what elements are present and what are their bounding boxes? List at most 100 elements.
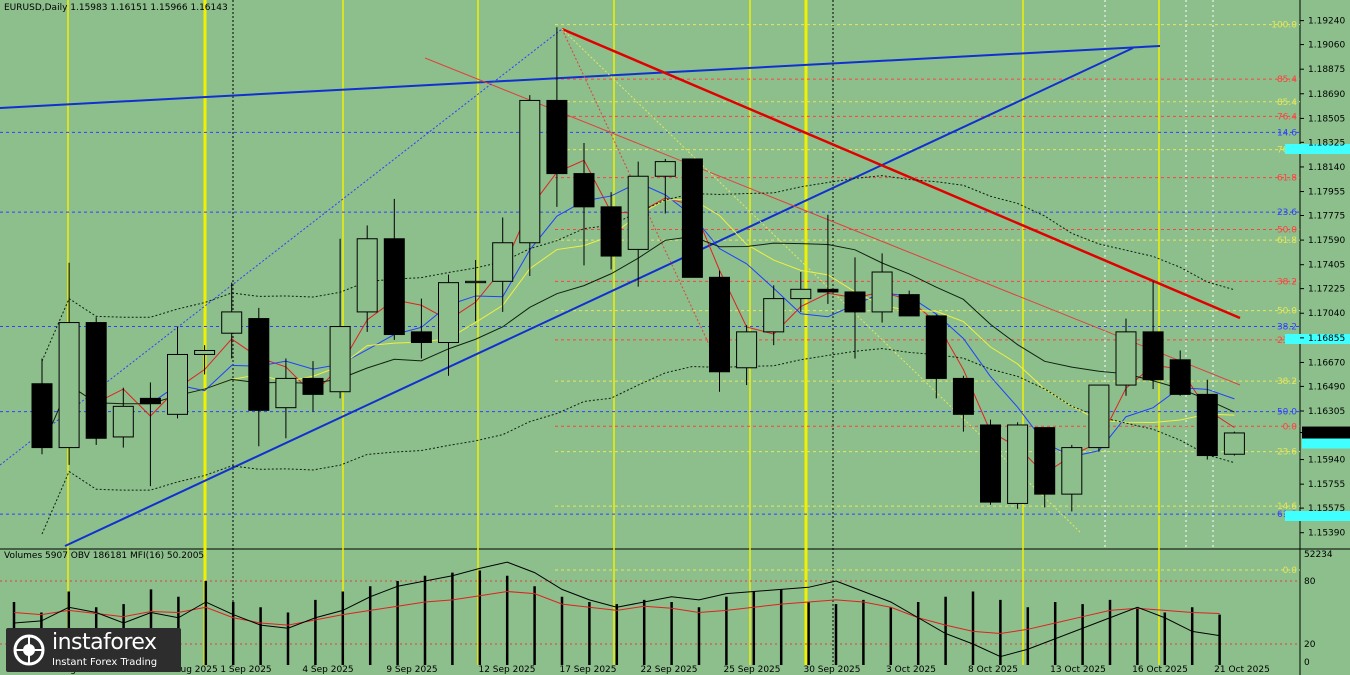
- date-label: 25 Sep 2025: [723, 665, 780, 675]
- price-tick-label: 1.18505: [1308, 114, 1345, 124]
- date-label: 9 Sep 2025: [386, 665, 437, 675]
- price-tick-label: 1.16670: [1308, 358, 1345, 368]
- cyan-marker-current: [1302, 438, 1350, 449]
- candle-bear: [1196, 393, 1218, 457]
- date-label: 3 Oct 2025: [886, 665, 936, 675]
- candle-bear: [980, 424, 1001, 503]
- price-tick-label: 1.15390: [1308, 529, 1345, 539]
- candle-bear: [925, 315, 947, 379]
- price-tick-label: 1.19240: [1308, 17, 1345, 27]
- candle-bull: [1223, 432, 1245, 455]
- price-tick-label: 1.17405: [1308, 261, 1345, 271]
- fib-level-label: 100.0: [1271, 21, 1297, 31]
- current-price-label: 1.16143: [1306, 429, 1343, 439]
- fib-level-label: 50.0: [1277, 307, 1297, 317]
- candle-bear: [410, 331, 432, 344]
- candle-bear: [1034, 427, 1056, 495]
- candle-bear: [546, 99, 568, 175]
- candle-bear: [709, 276, 730, 373]
- candle-bear: [600, 206, 622, 257]
- price-tick-label: 1.15755: [1308, 480, 1345, 490]
- fib-base-blue: [0, 28, 563, 466]
- candle-bull: [790, 288, 812, 300]
- price-tick-label: 1.17955: [1308, 188, 1345, 198]
- date-label: 1 Sep 2025: [220, 665, 271, 675]
- candle-bull: [1007, 424, 1029, 504]
- fib-level-label: 0.0: [1283, 422, 1298, 432]
- logo-name: instaforex: [52, 630, 157, 655]
- fib-level-label: 50.0: [1277, 225, 1297, 235]
- price-tick-label: 1.17590: [1308, 236, 1345, 246]
- fib-level-label: 61.8: [1277, 236, 1297, 246]
- trendline-blue-top: [0, 45, 1161, 109]
- candle-bear: [898, 294, 920, 317]
- price-tick-label: 1.16855: [1308, 334, 1345, 344]
- candle-bull: [438, 282, 459, 344]
- candle-bull: [1088, 384, 1110, 449]
- candle-bear: [573, 173, 595, 208]
- chart-header: EURUSD,Daily 1.15983 1.16151 1.15966 1.1…: [4, 3, 228, 13]
- candle-bear: [248, 318, 270, 411]
- fib-level-label: 23.6: [1277, 448, 1297, 458]
- fib-level-label: 76.4: [1277, 112, 1297, 122]
- date-label: Aug 2025: [174, 665, 217, 675]
- globe-icon: [13, 634, 45, 666]
- price-tick-label: 1.17775: [1308, 211, 1345, 221]
- candle-bull: [275, 377, 297, 409]
- candle-bull: [221, 311, 243, 334]
- obv-line: [13, 561, 1220, 658]
- candle-bull: [519, 99, 541, 244]
- candle-bull: [329, 326, 351, 393]
- price-tick-label: 1.16305: [1308, 407, 1345, 417]
- trendline-red: [561, 27, 1241, 320]
- cyan-marker-bottom: [1285, 511, 1350, 521]
- fib-level-label: 14.6: [1277, 502, 1297, 512]
- candle-bear: [139, 397, 161, 405]
- cyan-marker-top: [1285, 144, 1350, 154]
- fib-level-label: 38.2: [1277, 323, 1297, 333]
- candle-bull: [492, 242, 514, 282]
- mfi-line: [13, 590, 1220, 635]
- candle-bear: [31, 383, 53, 449]
- price-tick-label: 1.18140: [1308, 163, 1345, 173]
- candle-bull: [627, 175, 649, 250]
- date-label: 22 Sep 2025: [640, 665, 697, 675]
- current-price-box: [1302, 426, 1350, 439]
- candle-bull: [654, 161, 676, 177]
- date-label: 12 Sep 2025: [478, 665, 535, 675]
- candle-bear: [1142, 331, 1164, 381]
- indicator-header: Volumes 5907 OBV 186181 MFI(16) 50.2005: [4, 551, 204, 561]
- candle-bear: [85, 322, 107, 439]
- band-lower: [41, 348, 1235, 535]
- candle-bear: [952, 377, 974, 415]
- candle-bear: [1169, 359, 1191, 395]
- fib-level-label: 23.6: [1277, 208, 1297, 218]
- instaforex-logo: instaforex Instant Forex Trading: [6, 628, 181, 672]
- candle-bull: [1115, 331, 1137, 386]
- candle-bull: [465, 280, 487, 284]
- fib-level-label: 85.4: [1277, 75, 1297, 85]
- candle-bear: [383, 238, 405, 336]
- date-label: 17 Sep 2025: [559, 665, 616, 675]
- indicator-axis-label: 20: [1304, 640, 1316, 650]
- price-tick-label: 1.17040: [1308, 309, 1345, 319]
- fib-level-label: 38.2: [1277, 277, 1297, 287]
- candle-bull: [58, 322, 80, 449]
- fib-base-yellow: [561, 28, 1081, 533]
- candle-bear: [302, 377, 324, 395]
- date-label: 13 Oct 2025: [1050, 665, 1106, 675]
- price-tick-label: 1.16490: [1308, 382, 1345, 392]
- trendline-blue-rising: [64, 47, 1134, 547]
- price-tick-label: 1.19060: [1308, 41, 1345, 51]
- date-label: 16 Oct 2025: [1132, 665, 1188, 675]
- date-label: 8 Oct 2025: [968, 665, 1018, 675]
- date-label: 21 Oct 2025: [1214, 665, 1270, 675]
- fib-level-label: 38.2: [1277, 377, 1297, 387]
- candle-bear: [681, 158, 703, 278]
- fib-level-label: 0.0: [1283, 566, 1298, 576]
- fib-level-label: 85.4: [1277, 98, 1297, 108]
- candle-bull: [167, 353, 188, 415]
- price-tick-label: 1.18325: [1308, 138, 1345, 148]
- candle-bear: [817, 288, 839, 293]
